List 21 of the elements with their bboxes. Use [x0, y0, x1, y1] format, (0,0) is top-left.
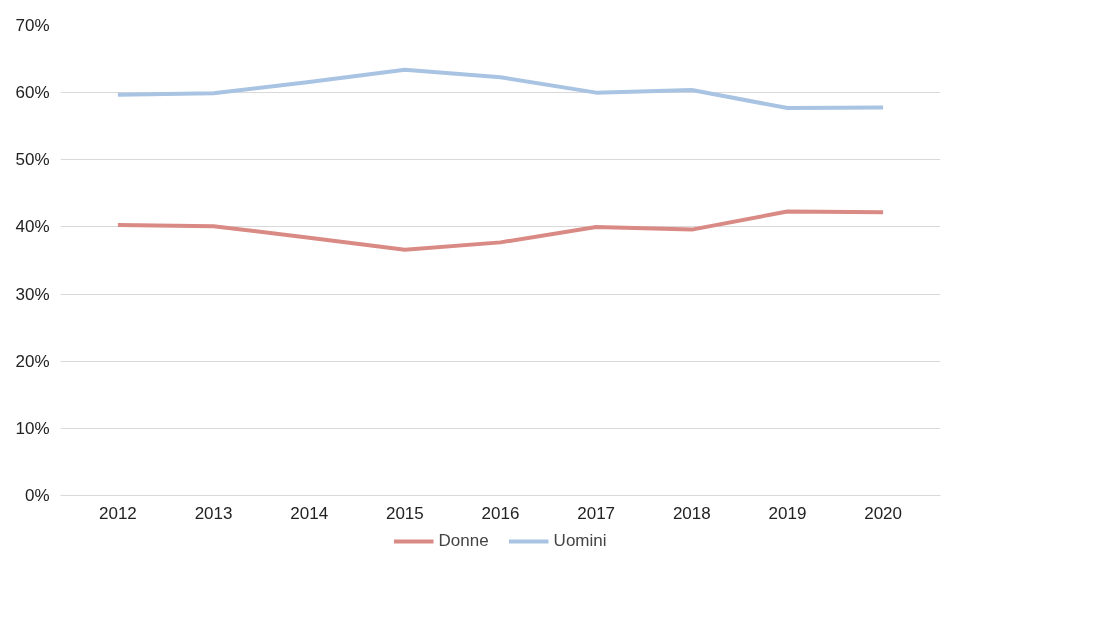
y-tick-label: 50%: [15, 150, 50, 170]
y-tick-label: 70%: [15, 16, 50, 35]
y-tick-label: 20%: [15, 351, 50, 371]
y-tick-label: 30%: [15, 284, 50, 304]
x-tick-label: 2016: [481, 503, 520, 523]
y-tick-label: 10%: [15, 418, 50, 438]
line-series: [115, 209, 886, 252]
legend-label: Donne: [438, 531, 489, 551]
x-tick-label: 2012: [98, 503, 137, 523]
y-tick-label: 0%: [24, 486, 50, 505]
x-tick-label: 2015: [385, 503, 424, 523]
x-tick-label: 2019: [768, 503, 807, 523]
line-series: [115, 67, 886, 111]
y-tick-label: 40%: [15, 217, 50, 237]
legend-label: Uomini: [553, 531, 607, 551]
x-tick-label: 2018: [672, 503, 711, 523]
x-tick-label: 2013: [194, 503, 233, 523]
x-tick-label: 2020: [864, 503, 903, 523]
x-tick-label: 2014: [290, 503, 329, 523]
y-tick-label: 60%: [15, 83, 50, 103]
x-tick-label: 2017: [577, 503, 616, 523]
